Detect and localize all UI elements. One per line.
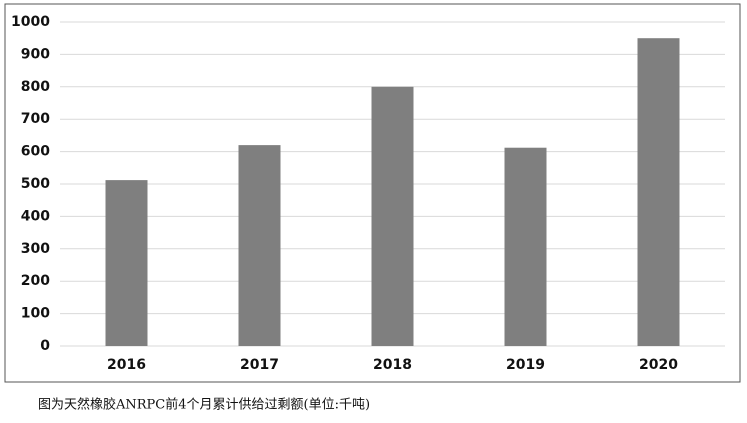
bar [637, 38, 680, 346]
y-tick-label: 1000 [11, 14, 50, 30]
x-tick-label: 2016 [107, 357, 146, 373]
y-tick-label: 300 [21, 241, 50, 257]
y-tick-label: 700 [21, 111, 50, 127]
bar [238, 145, 281, 346]
y-tick-label: 900 [21, 46, 50, 62]
y-tick-label: 100 [21, 306, 50, 322]
bar [105, 180, 148, 346]
x-tick-label: 2019 [506, 357, 545, 373]
chart-caption: 图为天然橡胶ANRPC前4个月累计供给过剩额(单位:千吨) [38, 397, 370, 413]
y-tick-label: 200 [21, 273, 50, 289]
bar [504, 147, 547, 346]
y-tick-label: 800 [21, 79, 50, 95]
y-tick-label: 600 [21, 144, 50, 160]
y-tick-label: 0 [40, 338, 50, 354]
x-tick-label: 2017 [240, 357, 279, 373]
bar [371, 86, 414, 347]
y-tick-label: 500 [21, 176, 50, 192]
y-tick-label: 400 [21, 208, 50, 224]
x-tick-label: 2020 [639, 357, 678, 373]
x-tick-label: 2018 [373, 357, 412, 373]
chart-frame [4, 3, 741, 383]
